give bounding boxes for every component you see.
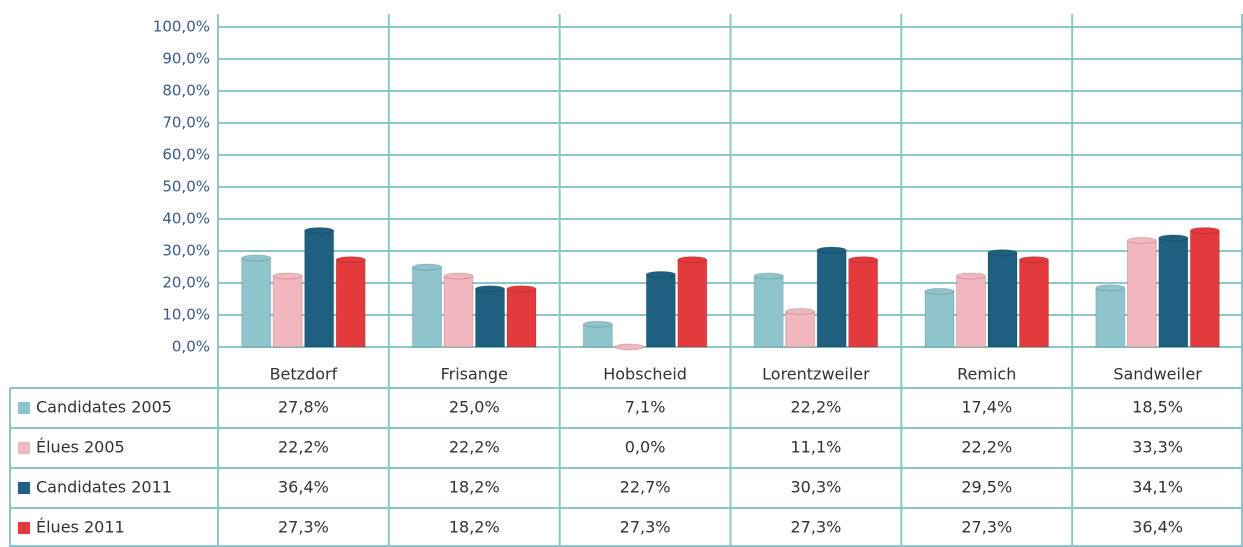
bar-cap [1189, 227, 1220, 235]
legend-swatch [18, 522, 30, 534]
bar [335, 259, 366, 348]
value-label: 18,2% [449, 478, 500, 497]
bar-cap [614, 343, 645, 351]
y-tick-label: 90,0% [162, 50, 210, 68]
y-tick-label: 70,0% [162, 114, 210, 132]
bar-cap [443, 272, 474, 280]
x-tick-label: Remich [957, 365, 1016, 384]
bar-cap [241, 254, 272, 262]
value-label: 25,0% [449, 398, 500, 417]
y-tick-label: 0,0% [172, 338, 210, 356]
bar-cap [272, 272, 303, 280]
bar-cap [645, 270, 676, 278]
bar-cap [1095, 284, 1126, 292]
bar-cap [785, 307, 816, 315]
value-label: 36,4% [278, 478, 329, 497]
bar [506, 288, 537, 348]
value-label: 22,2% [278, 438, 329, 457]
bar-cap [924, 287, 955, 295]
bar-cap [304, 227, 335, 235]
bar [1189, 230, 1220, 348]
bar-cap [677, 256, 708, 264]
y-tick-label: 100,0% [153, 18, 210, 36]
value-label: 18,5% [1132, 398, 1183, 417]
value-label: 27,8% [278, 398, 329, 417]
value-label: 29,5% [961, 478, 1012, 497]
value-label: 33,3% [1132, 438, 1183, 457]
value-label: 0,0% [625, 438, 666, 457]
bar-cap [412, 263, 442, 271]
bar [272, 275, 303, 348]
x-tick-label: Betzdorf [270, 365, 338, 384]
bar [1126, 239, 1157, 348]
bar-cap [816, 246, 847, 254]
x-tick-label: Hobscheid [603, 365, 687, 384]
bar [1019, 259, 1049, 348]
bar [1095, 287, 1126, 348]
legend-swatch [18, 402, 30, 414]
bar [924, 290, 955, 348]
value-label: 27,3% [961, 518, 1012, 537]
legend-label: Élues 2011 [36, 518, 125, 537]
value-label: 22,2% [449, 438, 500, 457]
value-label: 30,3% [791, 478, 842, 497]
bar-cap [335, 256, 366, 264]
bar-cap [956, 272, 986, 280]
bar-cap [506, 285, 537, 293]
bar-cap [753, 272, 784, 280]
legend-swatch [18, 482, 30, 494]
y-tick-label: 60,0% [162, 146, 210, 164]
x-tick-label: Lorentzweiler [762, 365, 870, 384]
bar [987, 252, 1018, 348]
value-label: 34,1% [1132, 478, 1183, 497]
bar [443, 275, 474, 348]
bar-cap [1126, 236, 1157, 244]
bar [677, 259, 708, 348]
value-label: 27,3% [620, 518, 671, 537]
legend-label: Candidates 2005 [36, 398, 172, 417]
bar [785, 310, 816, 348]
value-label: 22,2% [791, 398, 842, 417]
value-label: 11,1% [791, 438, 842, 457]
y-tick-label: 20,0% [162, 274, 210, 292]
value-label: 22,2% [961, 438, 1012, 457]
bar [645, 273, 676, 348]
value-label: 36,4% [1132, 518, 1183, 537]
bar-cap [848, 256, 879, 264]
legend-label: Candidates 2011 [36, 478, 172, 497]
value-label: 22,7% [620, 478, 671, 497]
y-tick-label: 40,0% [162, 210, 210, 228]
value-label: 27,3% [791, 518, 842, 537]
value-label: 7,1% [625, 398, 666, 417]
bar [241, 257, 272, 348]
value-label: 17,4% [961, 398, 1012, 417]
x-tick-label: Frisange [441, 365, 508, 384]
bar [304, 230, 335, 348]
value-label: 27,3% [278, 518, 329, 537]
bar-cap [987, 249, 1018, 257]
bar [412, 266, 442, 348]
bar [1158, 237, 1189, 348]
y-tick-label: 50,0% [162, 178, 210, 196]
y-tick-label: 80,0% [162, 82, 210, 100]
bar-cap [1158, 234, 1189, 242]
x-tick-label: Sandweiler [1113, 365, 1202, 384]
bar [956, 275, 986, 348]
bar-cap [475, 285, 505, 293]
bar-cap [1019, 256, 1049, 264]
legend-label: Élues 2005 [36, 438, 125, 457]
bar [848, 259, 879, 348]
y-tick-label: 10,0% [162, 306, 210, 324]
bar [816, 249, 847, 348]
legend-swatch [18, 442, 30, 454]
bar [475, 288, 505, 348]
y-tick-label: 30,0% [162, 242, 210, 260]
bar-cap [582, 320, 613, 328]
value-label: 18,2% [449, 518, 500, 537]
bar [753, 275, 784, 348]
